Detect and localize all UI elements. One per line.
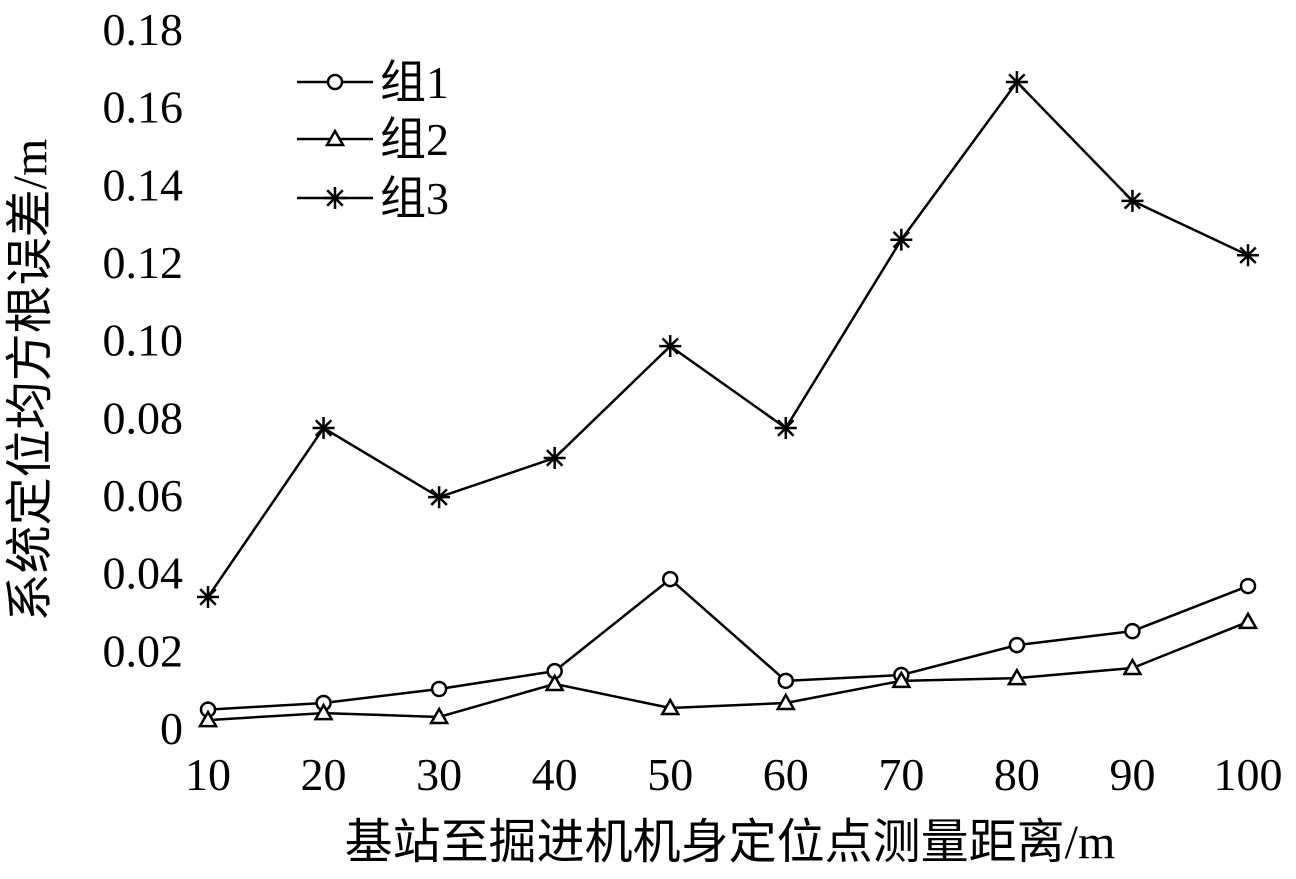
x-tick-label: 60 xyxy=(763,749,809,800)
asterisk-marker xyxy=(324,187,346,209)
triangle-marker xyxy=(891,670,912,689)
asterisk-marker xyxy=(428,486,451,509)
circle-marker xyxy=(777,672,795,690)
x-tick-label: 100 xyxy=(1214,749,1283,800)
triangle-marker xyxy=(1237,611,1259,630)
circle-marker xyxy=(661,570,679,588)
circle-marker xyxy=(326,73,344,91)
asterisk-marker xyxy=(197,585,219,608)
series-group xyxy=(197,71,1259,728)
asterisk-marker xyxy=(1005,71,1028,94)
triangle-marker xyxy=(1122,657,1143,676)
triangle-marker xyxy=(313,702,334,721)
x-tick-label: 20 xyxy=(301,749,347,800)
y-tick-label: 0.16 xyxy=(103,82,184,133)
circle-marker xyxy=(430,680,448,698)
triangle-marker xyxy=(197,709,219,728)
circle-marker xyxy=(1008,636,1026,654)
asterisk-marker xyxy=(774,417,797,440)
series-line xyxy=(207,577,1249,711)
y-tick-label: 0.08 xyxy=(103,392,184,443)
y-tick-label: 0.04 xyxy=(103,548,184,599)
triangle-marker xyxy=(775,692,796,711)
x-tick-label: 50 xyxy=(647,749,693,800)
asterisk-marker xyxy=(1121,189,1144,212)
x-tick-label: 30 xyxy=(416,749,462,800)
x-tick-label: 80 xyxy=(994,749,1040,800)
y-tick-labels: 0 0.02 0.04 0.06 0.08 0.10 0.12 0.14 0.16 0.18 xyxy=(103,4,184,754)
series-1 xyxy=(199,570,1257,718)
x-tick-label: 70 xyxy=(878,749,924,800)
x-tick-label: 90 xyxy=(1109,749,1155,800)
series-line xyxy=(206,80,1249,598)
series-line xyxy=(207,620,1249,722)
x-tick-labels: 10 20 30 40 50 60 70 80 90 100 xyxy=(185,749,1283,800)
series-3 xyxy=(197,71,1259,608)
y-tick-label: 0.02 xyxy=(103,625,184,676)
y-tick-label: 0.12 xyxy=(103,237,184,288)
circle-marker xyxy=(1239,577,1257,595)
y-axis-label: 系统定位均方根误差/m xyxy=(4,139,57,622)
series-2 xyxy=(197,611,1259,728)
y-tick-label: 0.06 xyxy=(103,470,184,521)
y-tick-label: 0 xyxy=(160,703,183,754)
legend-label: 组1 xyxy=(380,57,449,108)
triangle-marker xyxy=(544,673,565,692)
asterisk-marker xyxy=(890,228,913,251)
triangle-marker xyxy=(324,128,346,147)
y-tick-label: 0.18 xyxy=(103,4,184,55)
asterisk-marker xyxy=(312,417,335,440)
legend: 组1 组2 组3 xyxy=(297,57,449,224)
legend-label: 组2 xyxy=(380,114,449,165)
x-tick-label: 10 xyxy=(185,749,231,800)
circle-marker xyxy=(1124,622,1141,640)
legend-label: 组3 xyxy=(380,173,449,224)
triangle-marker xyxy=(428,706,450,725)
triangle-marker xyxy=(1006,667,1028,686)
asterisk-marker xyxy=(543,446,566,469)
y-tick-label: 0.10 xyxy=(103,315,184,366)
triangle-marker xyxy=(660,697,681,716)
legend-entry: 组1 xyxy=(297,57,449,108)
x-tick-label: 40 xyxy=(532,749,578,800)
asterisk-marker xyxy=(1237,244,1259,267)
asterisk-marker xyxy=(659,335,682,358)
legend-entry: 组2 xyxy=(297,114,449,165)
x-axis-label: 基站至掘进机机身定位点测量距离/m xyxy=(345,816,1116,869)
legend-entry: 组3 xyxy=(297,173,449,224)
y-tick-label: 0.14 xyxy=(103,159,184,210)
